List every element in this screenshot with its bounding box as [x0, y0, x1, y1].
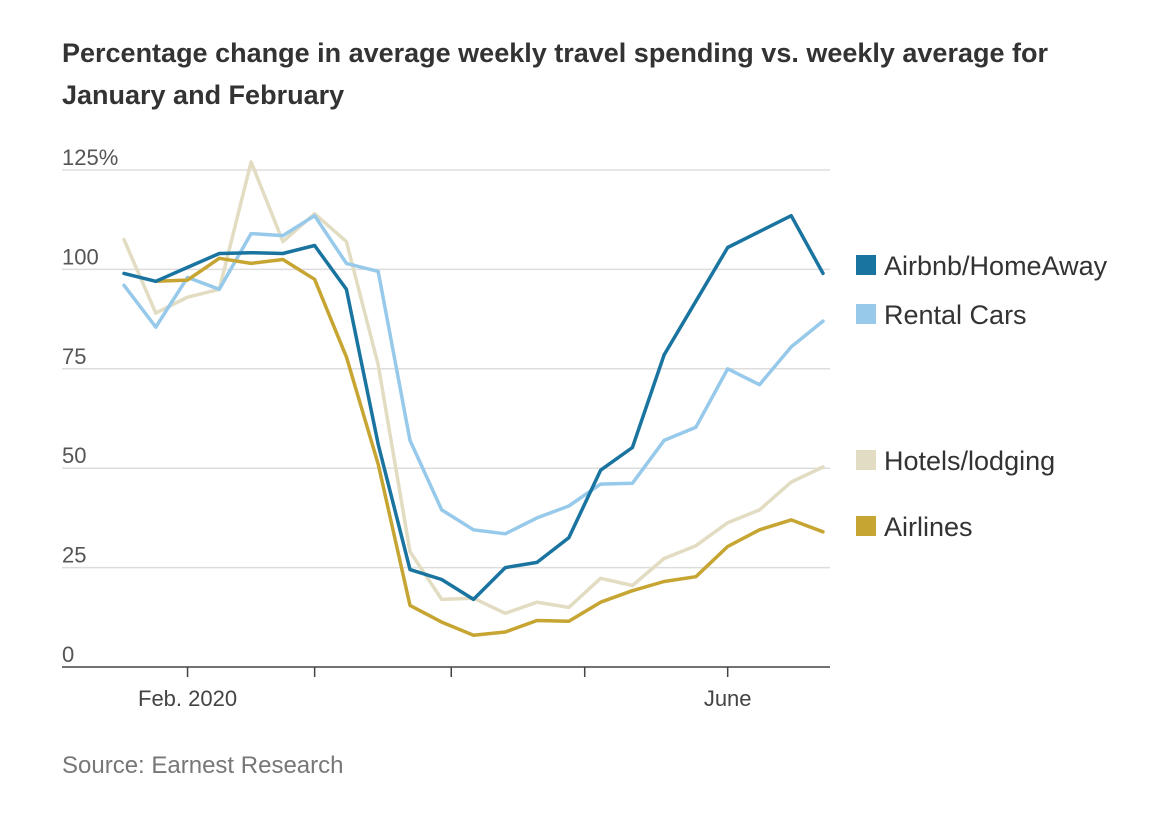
y-tick-label: 75: [62, 344, 86, 369]
legend-swatch: [856, 450, 876, 470]
legend-swatch: [856, 304, 876, 324]
legend-label: Airlines: [884, 512, 973, 542]
legend-label: Rental Cars: [884, 300, 1027, 330]
y-tick-label: 125%: [62, 145, 118, 170]
legend-swatch: [856, 255, 876, 275]
y-axis-tick-labels: 0 25 50 75 100 125%: [62, 145, 118, 667]
x-tick-label: June: [704, 686, 752, 711]
legend-label: Hotels/lodging: [884, 446, 1055, 476]
y-tick-label: 50: [62, 443, 86, 468]
legend-label: Airbnb/HomeAway: [884, 251, 1108, 281]
series-line-airlines: [154, 256, 825, 637]
series-lines: [122, 160, 825, 637]
y-tick-label: 0: [62, 642, 74, 667]
legend: Airbnb/HomeAway Rental Cars Hotels/lodging…: [856, 251, 1108, 542]
x-tick-label: Feb. 2020: [138, 686, 237, 711]
chart-title: Percentage change in average weekly trav…: [62, 38, 1048, 110]
legend-swatch: [856, 516, 876, 536]
y-tick-label: 100: [62, 244, 99, 269]
gridlines: [62, 169, 830, 569]
x-axis: Feb. 2020 June: [62, 666, 830, 711]
source-note: Source: Earnest Research: [62, 752, 344, 779]
series-line-airbnb-homeaway: [122, 213, 825, 602]
y-tick-label: 25: [62, 543, 86, 568]
